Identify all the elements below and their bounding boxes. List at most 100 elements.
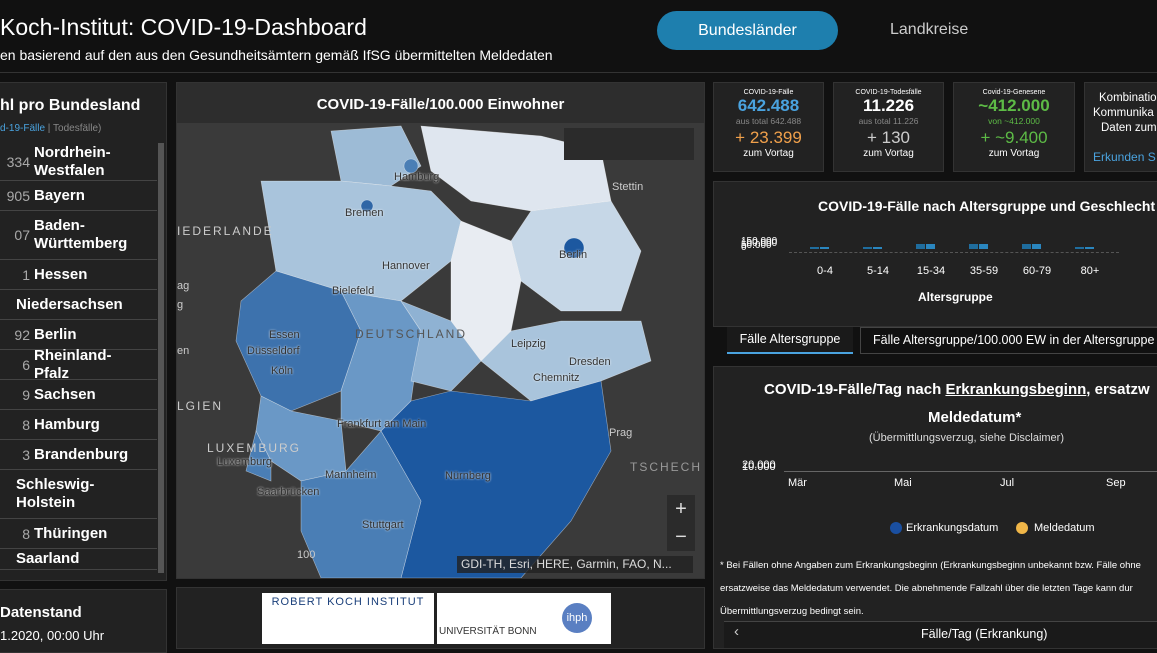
state-row[interactable]: 6 Rheinland-Pfalz <box>0 347 157 382</box>
map-label: ag <box>177 280 190 292</box>
map-label: Bremen <box>345 207 384 219</box>
info-link[interactable]: Erkunden S <box>1093 150 1156 164</box>
scrollbar[interactable] <box>158 143 164 573</box>
info-line: Daten zum <box>1101 122 1157 134</box>
card-sub: von ~412.000 <box>988 116 1040 126</box>
prev-button[interactable]: ‹ <box>734 623 739 640</box>
map-label: Dresden <box>569 356 611 368</box>
daily-footer[interactable]: Fälle/Tag (Erkrankung) <box>921 627 1048 641</box>
status-title: Datenstand <box>0 604 82 621</box>
age-bar <box>820 247 829 249</box>
age-bar <box>979 244 988 249</box>
legend-cases: d-19-Fälle <box>0 123 46 134</box>
legend-item[interactable]: Meldedatum <box>1034 522 1095 534</box>
age-tab-active[interactable]: Fälle Altersgruppe <box>727 327 853 354</box>
y-tick-label: 10.000 <box>742 461 776 473</box>
x-tick-label: 5-14 <box>866 265 890 277</box>
map-label: DEUTSCHLAND <box>355 327 468 341</box>
daily-title: , ersatzw <box>1086 381 1150 398</box>
map: + − <box>177 83 704 578</box>
y-tick-label: 50.000 <box>741 240 772 251</box>
map-label: Hamburg <box>394 171 440 183</box>
map-label: g <box>177 299 184 311</box>
map-label: Mannheim <box>325 469 377 481</box>
state-name: Saarland <box>16 550 80 567</box>
legend-item[interactable]: Erkrankungsdatum <box>906 522 999 534</box>
state-name: Niedersachsen <box>16 295 123 313</box>
status-date: 1.2020, 00:00 Uhr <box>0 628 105 643</box>
state-row[interactable]: Schleswig-Holstein <box>0 470 157 519</box>
state-row[interactable]: Niedersachsen <box>0 290 157 320</box>
x-tick-label: 80+ <box>1080 265 1100 277</box>
age-bar <box>873 247 882 249</box>
info-line: Kombination <box>1099 92 1157 104</box>
legend-swatch <box>890 522 902 534</box>
state-row[interactable]: 8 Hamburg <box>0 410 157 440</box>
age-axis <box>789 252 1119 253</box>
state-row[interactable]: 8 Thüringen <box>0 519 157 549</box>
daily-footer-bar <box>724 621 1157 648</box>
map-label: Stettin <box>612 181 644 193</box>
map-label: Bielefeld <box>332 285 375 297</box>
age-tab[interactable]: Fälle Altersgruppe/100.000 EW in der Alt… <box>860 327 1157 354</box>
state-row[interactable]: 905 Bayern <box>0 181 157 211</box>
tab-active[interactable]: Bundesländer <box>657 11 838 50</box>
map-label: TSCHECH <box>630 460 703 474</box>
state-row[interactable]: 1 Hessen <box>0 260 157 290</box>
tab[interactable]: Landkreise <box>890 21 969 38</box>
state-row[interactable]: 92 Berlin <box>0 320 157 350</box>
state-hh[interactable] <box>403 158 419 174</box>
state-sl[interactable] <box>245 430 272 482</box>
card-foot: zum Vortag <box>863 148 914 159</box>
state-count: 6 <box>22 356 30 373</box>
footnote-line: Übermittlungsverzug bedingt sein. <box>720 606 864 617</box>
map-header <box>177 83 704 123</box>
footnote-line: * Bei Fällen ohne Angaben zum Erkrankung… <box>720 560 1141 571</box>
daily-title-link[interactable]: Erkrankungsbeginn <box>945 381 1087 398</box>
state-name: Berlin <box>34 325 77 343</box>
x-tick-label: Jul <box>1000 477 1015 489</box>
card-label: COVID-19-Todesfälle <box>855 89 922 96</box>
map-label: en <box>177 345 190 357</box>
legend-swatch <box>1016 522 1028 534</box>
map-label: Luxemburg <box>217 456 273 468</box>
state-row[interactable]: 07 Baden-Württemberg <box>0 211 157 260</box>
zoom-controls[interactable] <box>667 495 695 551</box>
daily-axis <box>784 471 1157 472</box>
state-hb[interactable] <box>360 199 374 213</box>
state-row[interactable]: 334 Nordrhein-Westfalen <box>0 143 157 181</box>
state-be[interactable] <box>563 237 585 259</box>
daily-title: Meldedatum* <box>928 409 1022 426</box>
state-name: Hamburg <box>34 415 100 433</box>
state-bw[interactable] <box>300 430 422 578</box>
state-name: Schleswig-Holstein <box>16 476 95 511</box>
state-name: Sachsen <box>34 385 96 403</box>
card-foot: zum Vortag <box>988 148 1040 159</box>
map-panel: + − COVID-19-Fälle/100.000 Einwohner GDI… <box>176 82 705 579</box>
logo-bonn: UNIVERSITÄT BONN <box>439 626 537 637</box>
map-tools[interactable] <box>564 128 694 160</box>
state-count: 07 <box>14 227 30 243</box>
daily-subtitle: (Übermittlungsverzug, siehe Disclaimer) <box>869 432 1065 444</box>
state-row[interactable]: Saarland <box>0 549 157 570</box>
state-row[interactable]: 9 Sachsen <box>0 380 157 410</box>
age-bar <box>1032 244 1041 249</box>
y-tick-label: 0 <box>741 242 747 253</box>
legend-deaths: Todesfälle <box>53 123 99 134</box>
card-delta: + 130 <box>866 128 910 147</box>
footnote: * Bei Fällen ohne Angaben zum Erkrankung… <box>720 554 1141 623</box>
state-count: 9 <box>22 386 30 403</box>
map-label: Essen <box>269 329 300 341</box>
map-label: Berlin <box>559 249 588 261</box>
zoom-in[interactable]: + <box>675 498 687 520</box>
logo-rki: ROBERT KOCH INSTITUT <box>262 593 434 644</box>
card-value: 642.488 <box>737 96 800 115</box>
y-tick-label: 100.000 <box>741 238 778 249</box>
card-sub: aus total 642.488 <box>735 116 802 126</box>
age-bar <box>1085 247 1094 249</box>
state-count: 334 <box>6 153 30 170</box>
zoom-out[interactable]: − <box>675 526 687 548</box>
state-sh[interactable] <box>330 125 422 187</box>
state-row[interactable]: 3 Brandenburg <box>0 440 157 470</box>
